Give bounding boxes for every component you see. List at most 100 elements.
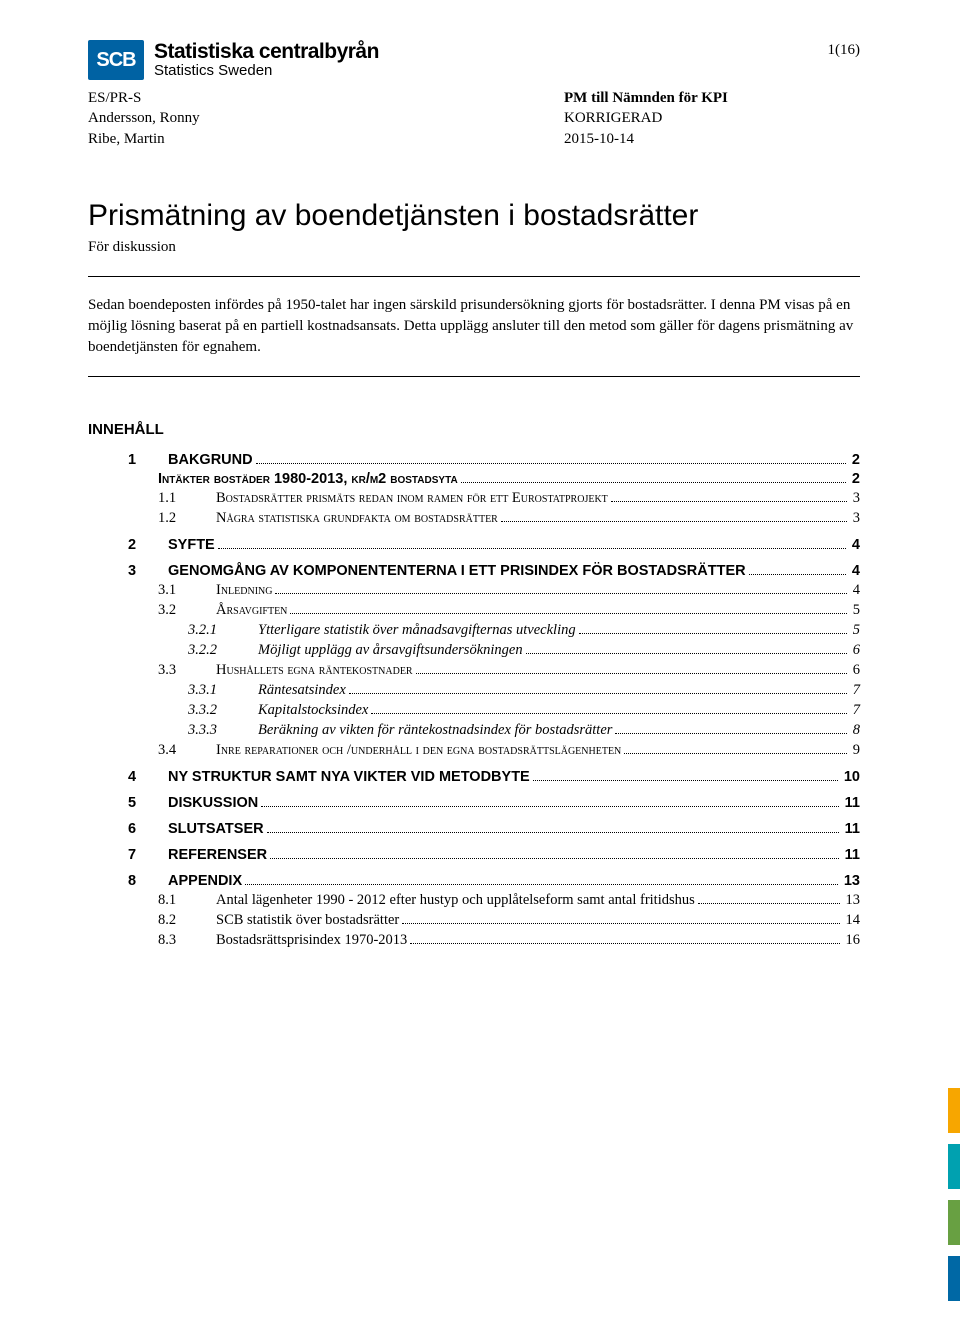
toc-num: 3.3.3 bbox=[188, 722, 258, 739]
toc-page: 11 bbox=[842, 847, 860, 863]
toc-page: 5 bbox=[850, 602, 860, 619]
toc-leader bbox=[611, 501, 847, 502]
doc-meta-left: ES/PR-S Andersson, Ronny Ribe, Martin bbox=[88, 88, 384, 149]
toc-page: 3 bbox=[850, 510, 860, 527]
toc-page: 2 bbox=[849, 471, 860, 487]
scb-logo: SCB Statistiska centralbyrån Statistics … bbox=[88, 40, 379, 80]
toc-num: 1.1 bbox=[158, 490, 216, 507]
rule-top bbox=[88, 276, 860, 277]
toc-leader bbox=[579, 633, 847, 634]
toc-page: 13 bbox=[843, 892, 861, 909]
toc-page: 4 bbox=[849, 563, 860, 579]
toc-page: 3 bbox=[850, 490, 860, 507]
meta-dept: ES/PR-S bbox=[88, 88, 384, 108]
toc-label: Inre reparationer och /underhåll i den e… bbox=[216, 742, 621, 759]
meta-status: KORRIGERAD bbox=[564, 108, 860, 128]
toc-leader bbox=[749, 574, 846, 575]
toc-entry[interactable]: 3.3.3Beräkning av vikten för räntekostna… bbox=[128, 722, 860, 739]
toc-label: Hushållets egna räntekostnader bbox=[216, 662, 413, 679]
toc-entry[interactable]: Intäkter bostäder 1980-2013, kr/m2 bosta… bbox=[128, 471, 860, 487]
toc-page: 4 bbox=[849, 537, 860, 553]
toc-entry[interactable]: 8.1Antal lägenheter 1990 - 2012 efter hu… bbox=[128, 892, 860, 909]
toc-num: 3.2.1 bbox=[188, 622, 258, 639]
toc-label: SCB statistik över bostadsrätter bbox=[216, 912, 399, 929]
toc-page: 8 bbox=[850, 722, 860, 739]
toc-num: 3.3.1 bbox=[188, 682, 258, 699]
toc-label: SLUTSATSER bbox=[168, 821, 264, 837]
toc-label: BAKGRUND bbox=[168, 452, 253, 468]
toc-num: 3.4 bbox=[158, 742, 216, 759]
toc-label: Beräkning av vikten för räntekostnadsind… bbox=[258, 722, 612, 739]
toc-page: 2 bbox=[849, 452, 860, 468]
toc-num: 3.3.2 bbox=[188, 702, 258, 719]
toc-label: NY STRUKTUR SAMT NYA VIKTER VID METODBYT… bbox=[168, 769, 530, 785]
toc-entry[interactable]: 2SYFTE4 bbox=[128, 537, 860, 553]
toc-leader bbox=[461, 482, 846, 483]
toc-num: 5 bbox=[128, 795, 168, 811]
toc-page: 5 bbox=[850, 622, 860, 639]
logo-box: SCB bbox=[88, 40, 144, 80]
toc-label: Bostadsrätter prismäts redan inom ramen … bbox=[216, 490, 608, 507]
toc-entry[interactable]: 3.2.2Möjligt upplägg av årsavgiftsunders… bbox=[128, 642, 860, 659]
toc-label: Några statistiska grundfakta om bostadsr… bbox=[216, 510, 498, 527]
side-color-bar bbox=[948, 1144, 960, 1189]
toc-leader bbox=[615, 733, 846, 734]
toc-entry[interactable]: 3GENOMGÅNG AV KOMPONENTENTERNA I ETT PRI… bbox=[128, 563, 860, 579]
document-title: Prismätning av boendetjänsten i bostadsr… bbox=[88, 199, 860, 233]
toc-label: Årsavgiften bbox=[216, 602, 287, 619]
toc-entry[interactable]: 3.3.2Kapitalstocksindex 7 bbox=[128, 702, 860, 719]
toc-label: APPENDIX bbox=[168, 873, 242, 889]
toc-page: 7 bbox=[850, 702, 860, 719]
toc-entry[interactable]: 8.2SCB statistik över bostadsrätter14 bbox=[128, 912, 860, 929]
toc-leader bbox=[349, 693, 847, 694]
toc-leader bbox=[402, 923, 839, 924]
toc-num: 4 bbox=[128, 769, 168, 785]
toc-leader bbox=[256, 463, 846, 464]
toc-leader bbox=[416, 673, 847, 674]
toc-entry[interactable]: 6SLUTSATSER11 bbox=[128, 821, 860, 837]
toc-leader bbox=[270, 858, 839, 859]
toc-label: Kapitalstocksindex bbox=[258, 702, 368, 719]
side-color-bar bbox=[948, 1088, 960, 1133]
meta-author-2: Ribe, Martin bbox=[88, 129, 384, 149]
toc-page: 6 bbox=[850, 642, 860, 659]
toc-entry[interactable]: 3.2.1Ytterligare statistik över månadsav… bbox=[128, 622, 860, 639]
toc-entry[interactable]: 8APPENDIX13 bbox=[128, 873, 860, 889]
document-page: SCB Statistiska centralbyrån Statistics … bbox=[0, 0, 960, 992]
toc-entry[interactable]: 5DISKUSSION11 bbox=[128, 795, 860, 811]
toc-entry[interactable]: 1.1Bostadsrätter prismäts redan inom ram… bbox=[128, 490, 860, 507]
toc-leader bbox=[267, 832, 839, 833]
toc-page: 11 bbox=[842, 821, 860, 837]
toc-entry[interactable]: 3.3.1Räntesatsindex7 bbox=[128, 682, 860, 699]
toc-entry[interactable]: 3.3Hushållets egna räntekostnader6 bbox=[128, 662, 860, 679]
toc-num: 3.1 bbox=[158, 582, 216, 599]
toc-entry[interactable]: 1BAKGRUND2 bbox=[128, 452, 860, 468]
toc-page: 6 bbox=[850, 662, 860, 679]
doc-meta-right: PM till Nämnden för KPI KORRIGERAD 2015-… bbox=[384, 88, 860, 149]
toc-leader bbox=[290, 613, 846, 614]
toc-num: 7 bbox=[128, 847, 168, 863]
toc-num: 8.3 bbox=[158, 932, 216, 949]
toc-page: 16 bbox=[843, 932, 861, 949]
toc-page: 7 bbox=[850, 682, 860, 699]
toc-entry[interactable]: 3.2Årsavgiften 5 bbox=[128, 602, 860, 619]
toc-leader bbox=[501, 521, 847, 522]
toc-entry[interactable]: 8.3Bostadsrättsprisindex 1970-201316 bbox=[128, 932, 860, 949]
toc-label: Antal lägenheter 1990 - 2012 efter husty… bbox=[216, 892, 695, 909]
toc-leader bbox=[410, 943, 839, 944]
table-of-contents: 1BAKGRUND2Intäkter bostäder 1980-2013, k… bbox=[88, 452, 860, 949]
toc-entry[interactable]: 4NY STRUKTUR SAMT NYA VIKTER VID METODBY… bbox=[128, 769, 860, 785]
toc-label: SYFTE bbox=[168, 537, 215, 553]
page-number: 1(16) bbox=[828, 42, 861, 59]
toc-leader bbox=[261, 806, 838, 807]
logo-sub: Statistics Sweden bbox=[154, 63, 379, 79]
toc-entry[interactable]: 3.4Inre reparationer och /underhåll i de… bbox=[128, 742, 860, 759]
toc-entry[interactable]: 3.1Inledning4 bbox=[128, 582, 860, 599]
toc-entry[interactable]: 1.2Några statistiska grundfakta om bosta… bbox=[128, 510, 860, 527]
toc-leader bbox=[245, 884, 838, 885]
toc-entry[interactable]: 7REFERENSER11 bbox=[128, 847, 860, 863]
doc-meta: ES/PR-S Andersson, Ronny Ribe, Martin PM… bbox=[88, 88, 860, 149]
toc-num: 3.2 bbox=[158, 602, 216, 619]
toc-num: 8 bbox=[128, 873, 168, 889]
toc-page: 14 bbox=[843, 912, 861, 929]
